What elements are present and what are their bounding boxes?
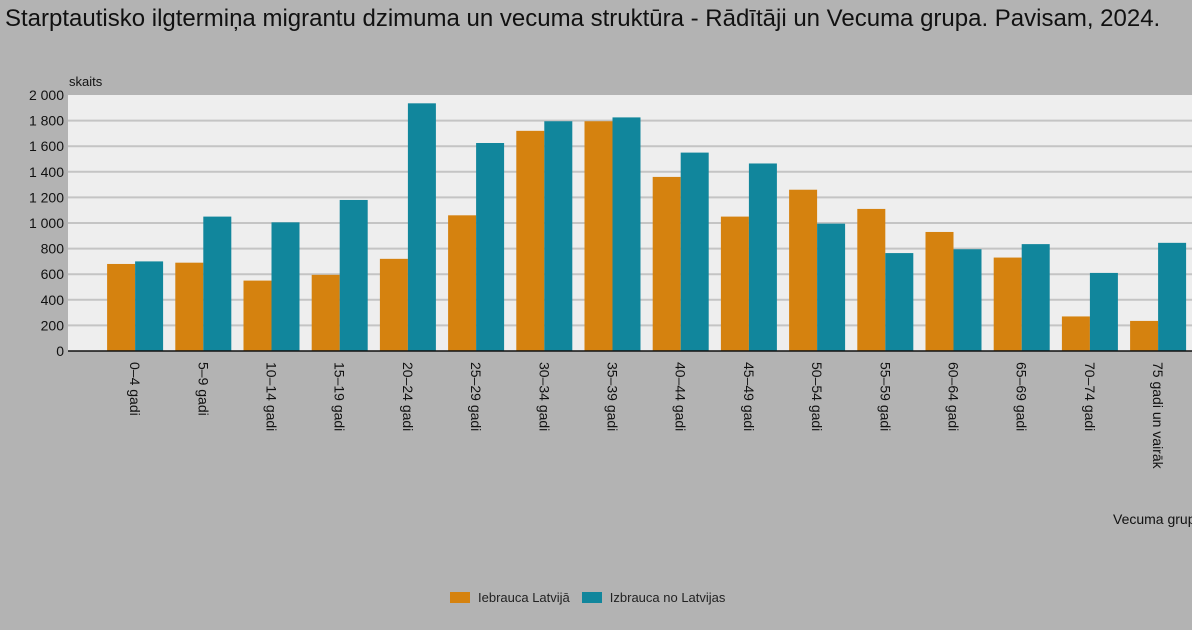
- y-tick-label: 800: [41, 241, 65, 257]
- bar-iebrauca[interactable]: [175, 262, 204, 351]
- x-tick-label: 50–54 gadi: [809, 362, 825, 431]
- bar-iebrauca[interactable]: [1130, 320, 1159, 351]
- legend-swatch: [581, 592, 602, 603]
- y-tick-label: 1 200: [29, 189, 64, 205]
- bar-iebrauca[interactable]: [720, 216, 749, 351]
- legend-item-izbrauca[interactable]: Izbrauca no Latvijas: [581, 590, 726, 605]
- bar-izbrauca[interactable]: [680, 152, 709, 351]
- bar-izbrauca[interactable]: [885, 253, 914, 351]
- bar-izbrauca[interactable]: [1021, 244, 1050, 351]
- x-tick-label: 20–24 gadi: [400, 362, 416, 431]
- y-tick-label: 600: [41, 266, 65, 282]
- bar-izbrauca[interactable]: [271, 222, 300, 351]
- x-tick-label: 55–59 gadi: [877, 362, 893, 431]
- y-axis-ticks: 0 200 400 600 800 1 000 1 200 1 400 1 600 1 800 2 …: [29, 87, 64, 359]
- x-axis-labels: 0–4 gadi 5–9 gadi 10–14 gadi 15–19 gadi 20–2…: [127, 362, 1166, 470]
- bar-izbrauca[interactable]: [1158, 242, 1187, 351]
- bar-iebrauca[interactable]: [993, 257, 1022, 351]
- bar-iebrauca[interactable]: [379, 258, 408, 351]
- x-tick-label: 0–4 gadi: [127, 362, 143, 416]
- bar-iebrauca[interactable]: [243, 280, 272, 351]
- x-tick-label: 75 gadi un vairāk: [1150, 362, 1166, 470]
- legend-label: Iebrauca Latvijā: [478, 590, 570, 605]
- bars: [107, 103, 1187, 352]
- y-tick-label: 1 800: [29, 113, 64, 129]
- bar-iebrauca[interactable]: [652, 176, 681, 351]
- y-axis-label: skaits: [69, 74, 103, 89]
- bar-iebrauca[interactable]: [584, 121, 613, 352]
- bar-iebrauca[interactable]: [448, 215, 477, 351]
- chart-title: Starptautisko ilgtermiņa migrantu dzimum…: [5, 5, 1161, 32]
- bar-izbrauca[interactable]: [339, 199, 368, 351]
- legend: Iebrauca Latvijā Izbrauca no Latvijas: [450, 590, 737, 605]
- bar-iebrauca[interactable]: [107, 263, 136, 351]
- legend-item-iebrauca[interactable]: Iebrauca Latvijā: [450, 590, 570, 605]
- bar-iebrauca[interactable]: [1061, 316, 1090, 351]
- bar-iebrauca[interactable]: [516, 130, 545, 351]
- y-tick-label: 200: [41, 317, 65, 333]
- y-tick-label: 400: [41, 292, 65, 308]
- bar-izbrauca[interactable]: [953, 249, 982, 351]
- bar-izbrauca[interactable]: [135, 261, 164, 351]
- x-axis-label: Vecuma grupa: [1113, 511, 1192, 527]
- x-tick-label: 70–74 gadi: [1082, 362, 1098, 431]
- y-tick-label: 1 000: [29, 215, 64, 231]
- bar-izbrauca[interactable]: [748, 163, 777, 351]
- legend-label: Izbrauca no Latvijas: [609, 590, 726, 605]
- x-tick-label: 35–39 gadi: [605, 362, 621, 431]
- x-tick-label: 65–69 gadi: [1014, 362, 1030, 431]
- x-tick-label: 30–34 gadi: [536, 362, 552, 431]
- y-tick-label: 0: [56, 343, 64, 359]
- bar-iebrauca[interactable]: [925, 231, 954, 351]
- bar-izbrauca[interactable]: [203, 216, 232, 351]
- bar-iebrauca[interactable]: [789, 189, 818, 351]
- x-tick-label: 5–9 gadi: [195, 362, 211, 416]
- x-tick-label: 10–14 gadi: [264, 362, 280, 431]
- y-tick-label: 1 400: [29, 164, 64, 180]
- y-tick-label: 2 000: [29, 87, 64, 103]
- legend-swatch: [450, 592, 470, 603]
- x-tick-label: 15–19 gadi: [332, 362, 348, 431]
- bar-iebrauca[interactable]: [311, 274, 340, 351]
- x-tick-label: 25–29 gadi: [468, 362, 484, 431]
- bar-izbrauca[interactable]: [476, 143, 505, 351]
- bar-izbrauca[interactable]: [1089, 272, 1118, 351]
- x-tick-label: 60–64 gadi: [946, 362, 962, 431]
- bar-izbrauca[interactable]: [612, 117, 641, 352]
- bar-iebrauca[interactable]: [857, 208, 886, 351]
- bar-izbrauca[interactable]: [544, 121, 573, 352]
- y-tick-label: 1 600: [29, 138, 64, 154]
- bar-izbrauca[interactable]: [817, 223, 846, 351]
- bar-izbrauca[interactable]: [407, 103, 436, 351]
- x-tick-label: 45–49 gadi: [741, 362, 757, 431]
- x-tick-label: 40–44 gadi: [673, 362, 689, 431]
